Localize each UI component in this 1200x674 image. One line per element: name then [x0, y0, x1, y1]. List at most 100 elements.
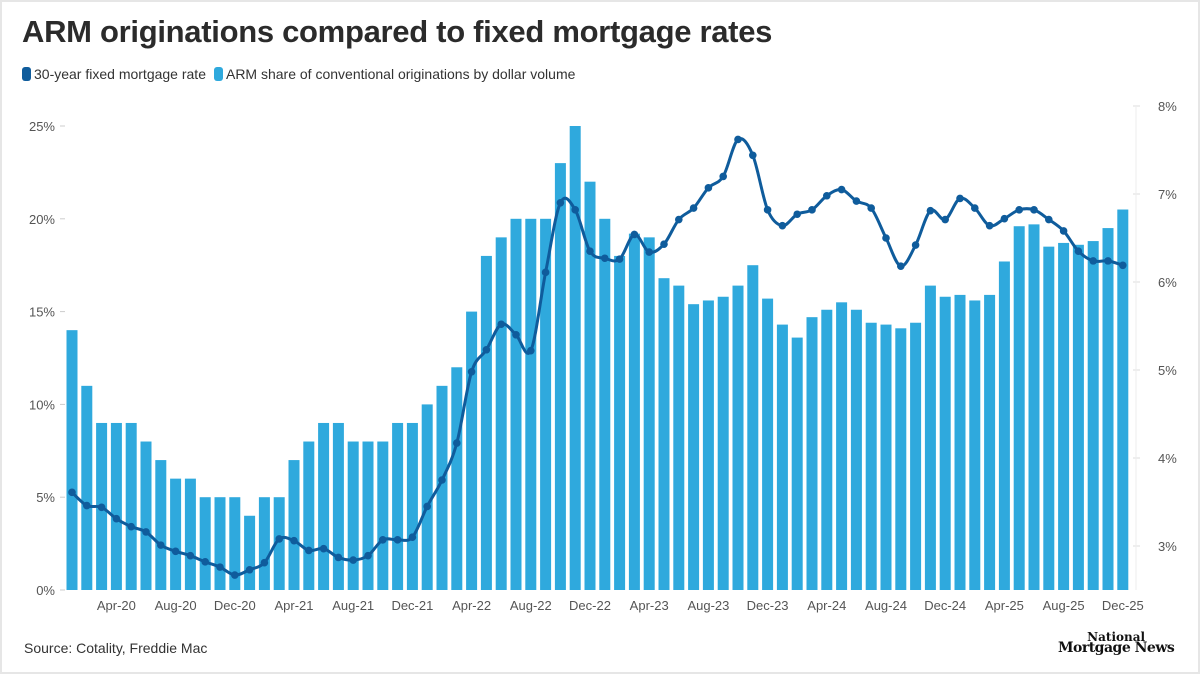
legend-label-rate: 30-year fixed mortgage rate	[34, 66, 206, 82]
bar-Jul-22	[510, 218, 522, 591]
bar-May-21	[303, 441, 315, 590]
bar-Nov-25	[1102, 228, 1114, 590]
bar-Dec-22	[584, 181, 596, 590]
bar-Feb-25	[969, 300, 981, 590]
bar-Nov-23	[747, 265, 759, 590]
rate-point-Jun-23	[675, 215, 683, 224]
left-axis-tick-label: 0%	[36, 583, 55, 598]
rate-point-Dec-22	[586, 247, 594, 255]
bar-Nov-20	[214, 497, 226, 590]
rate-point-Oct-20	[201, 558, 209, 566]
rate-point-Jul-22	[512, 331, 520, 339]
rate-point-Mar-25	[985, 221, 994, 230]
rate-point-May-24	[837, 185, 846, 194]
bar-Aug-22	[525, 218, 537, 591]
rate-point-Nov-24	[926, 206, 935, 215]
x-axis-tick-label: Aug-24	[865, 598, 907, 613]
rate-point-Jun-24	[852, 197, 861, 205]
rate-point-May-25	[1015, 206, 1023, 214]
rate-point-Dec-20	[231, 571, 239, 579]
rate-point-Nov-23	[749, 151, 757, 160]
bar-Sep-25	[1072, 244, 1084, 590]
rate-point-Mar-24	[808, 206, 816, 214]
legend: 30-year fixed mortgage rate ARM share of…	[22, 66, 575, 82]
bar-Jun-25	[1028, 224, 1040, 591]
bar-Feb-23	[614, 255, 626, 591]
bar-Jul-25	[1043, 246, 1055, 590]
bar-Aug-21	[347, 441, 359, 590]
rate-point-Aug-21	[349, 556, 358, 564]
x-axis-tick-label: Apr-23	[630, 598, 669, 613]
rate-point-Apr-20	[112, 514, 121, 523]
bar-Dec-25	[1117, 209, 1129, 590]
rate-point-Oct-22	[556, 199, 565, 207]
rate-point-Jun-25	[1030, 206, 1038, 214]
rate-point-Jan-23	[601, 254, 609, 263]
x-axis-tick-label: Aug-25	[1043, 598, 1085, 613]
rate-point-Nov-20	[216, 563, 224, 571]
right-axis-tick-label: 4%	[1158, 451, 1177, 466]
rate-point-Nov-25	[1104, 257, 1112, 265]
bar-Oct-24	[910, 322, 922, 590]
rate-point-Jun-21	[319, 544, 328, 553]
rate-point-Aug-25	[1059, 227, 1068, 235]
rate-point-Dec-21	[408, 533, 417, 541]
rate-point-May-20	[127, 522, 135, 531]
rate-point-Sep-25	[1074, 247, 1083, 255]
rate-point-Mar-21	[275, 535, 284, 543]
bar-Jul-21	[332, 422, 344, 590]
rate-point-Oct-21	[379, 536, 387, 544]
rate-point-Oct-25	[1089, 257, 1097, 265]
bar-May-25	[1013, 226, 1025, 590]
bar-Sep-23	[717, 296, 729, 590]
bar-Jan-24	[776, 324, 788, 590]
bar-Oct-22	[554, 163, 566, 590]
x-axis-tick-label: Dec-25	[1102, 598, 1144, 613]
rate-point-Nov-21	[393, 536, 402, 544]
bar-Oct-25	[1087, 241, 1099, 590]
rate-point-Aug-20	[171, 547, 180, 556]
rate-point-Apr-23	[645, 248, 653, 256]
bar-Nov-24	[924, 285, 936, 590]
rate-point-Mar-23	[630, 230, 639, 239]
right-axis-tick-label: 6%	[1158, 275, 1177, 290]
bar-Mar-21	[273, 497, 285, 590]
bar-May-23	[658, 278, 670, 590]
rate-point-Nov-22	[571, 206, 579, 214]
legend-item-rate: 30-year fixed mortgage rate	[22, 66, 206, 82]
rate-point-Mar-20	[97, 503, 106, 512]
legend-label-arm: ARM share of conventional originations b…	[225, 66, 576, 82]
bar-Apr-24	[821, 309, 833, 590]
bar-Jun-21	[318, 422, 330, 590]
legend-swatch-bar	[213, 67, 223, 81]
rate-point-Sep-22	[541, 268, 550, 277]
bar-Sep-24	[895, 328, 907, 590]
x-axis-tick-label: Aug-23	[687, 598, 729, 613]
logo-line-1: National	[1087, 630, 1146, 644]
bar-Feb-22	[436, 385, 448, 590]
rate-point-Aug-22	[527, 346, 535, 355]
bar-Jan-25	[954, 294, 966, 590]
bar-Apr-25	[998, 261, 1010, 590]
legend-swatch-line	[22, 67, 31, 81]
x-axis-tick-label: Apr-25	[985, 598, 1024, 613]
rate-point-Feb-22	[438, 476, 446, 484]
bar-May-24	[836, 302, 848, 590]
bar-Oct-23	[732, 285, 744, 590]
rate-point-Aug-23	[704, 184, 713, 192]
x-axis-tick-label: Aug-22	[510, 598, 552, 613]
rate-point-Feb-24	[793, 210, 801, 219]
rate-point-Aug-24	[882, 234, 890, 242]
bar-Mar-23	[628, 233, 640, 590]
rate-point-Jan-21	[245, 565, 254, 574]
bar-Jun-22	[495, 237, 507, 591]
bar-Sep-20	[184, 478, 196, 590]
right-axis-tick-label: 5%	[1158, 363, 1177, 378]
bar-Mar-22	[451, 367, 463, 590]
bar-Jun-20	[140, 441, 152, 590]
rate-point-Sep-20	[186, 551, 195, 560]
right-axis-tick-label: 3%	[1158, 539, 1177, 554]
rate-point-Apr-21	[290, 536, 298, 545]
legend-item-arm: ARM share of conventional originations b…	[213, 66, 576, 82]
